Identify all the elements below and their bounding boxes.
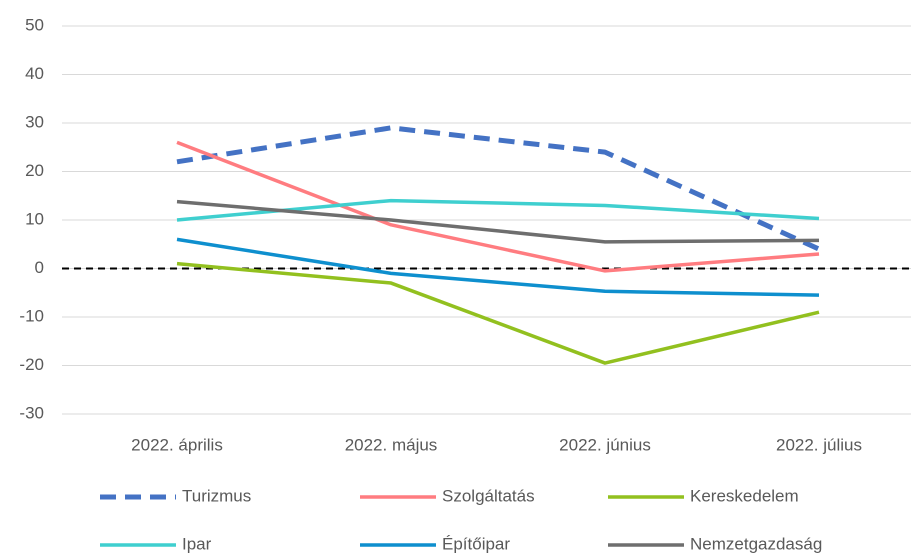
y-tick-label: 30: [25, 112, 44, 131]
x-tick-label: 2022. július: [776, 435, 862, 454]
x-tick-label: 2022. április: [131, 435, 223, 454]
y-tick-label: 20: [25, 161, 44, 180]
series-line: [176, 199, 820, 244]
y-tick-label: 50: [25, 15, 44, 34]
legend-label: Kereskedelem: [690, 486, 799, 505]
series-line: [176, 140, 820, 273]
legend-label: Turizmus: [182, 486, 251, 505]
y-tick-label: -30: [19, 403, 44, 422]
x-tick-label: 2022. június: [559, 435, 651, 454]
legend-label: Szolgáltatás: [442, 486, 535, 505]
y-tick-label: 0: [35, 258, 44, 277]
x-tick-label: 2022. május: [345, 435, 438, 454]
y-tick-label: 40: [25, 64, 44, 83]
y-tick-label: -10: [19, 306, 44, 325]
y-tick-label: 10: [25, 209, 44, 228]
series-line: [176, 237, 820, 297]
legend-label: Nemzetgazdaság: [690, 534, 822, 553]
series-line: [176, 125, 821, 252]
y-tick-label: -20: [19, 355, 44, 374]
legend-label: Ipar: [182, 534, 212, 553]
legend-label: Építőipar: [442, 534, 510, 553]
series-line: [176, 261, 820, 365]
